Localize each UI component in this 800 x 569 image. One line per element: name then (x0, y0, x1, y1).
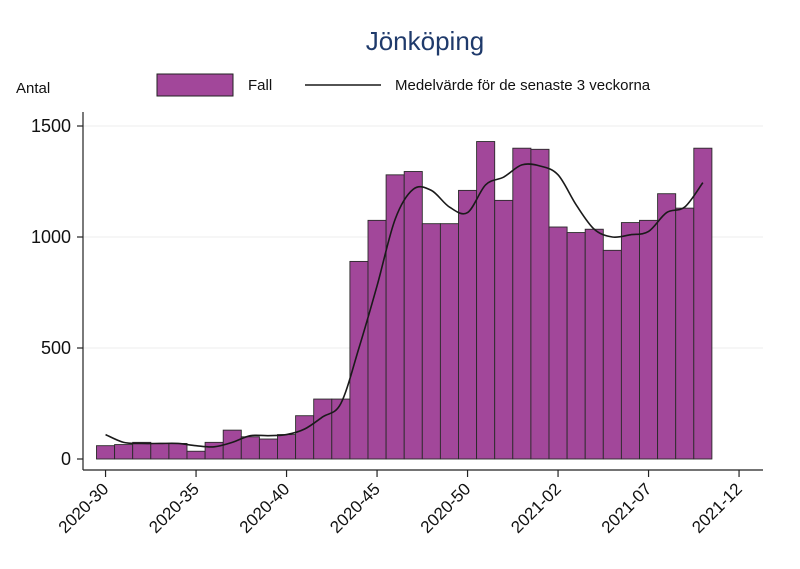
bar (367, 219, 387, 460)
x-tick-label: 2020-50 (417, 479, 475, 537)
bar (258, 438, 278, 460)
bar (114, 444, 134, 460)
bar (240, 436, 260, 460)
x-tick-label: 2021-02 (507, 479, 565, 537)
bar (494, 199, 514, 460)
bar (476, 141, 496, 460)
x-tick-label: 2021-12 (688, 479, 746, 537)
bar (186, 450, 206, 460)
x-ticks: 2020-30 2020-35 2020-40 2020-45 2020-50 2021-… (55, 470, 746, 537)
bar (512, 147, 532, 460)
bar (204, 441, 224, 460)
bar (349, 260, 369, 460)
bar (277, 434, 297, 460)
bar (620, 222, 640, 460)
bar (313, 398, 333, 460)
bar (439, 223, 459, 460)
bar (168, 443, 188, 460)
bar (150, 443, 170, 460)
line-series-mean (105, 163, 704, 448)
y-tick-label: 1500 (31, 116, 71, 136)
x-tick-label: 2020-35 (145, 479, 203, 537)
bar (331, 398, 351, 460)
legend-label-fall: Fall (248, 77, 272, 94)
legend-label-mean: Medelvärde för de senaste 3 veckorna (395, 77, 651, 94)
y-tick-label: 500 (41, 338, 71, 358)
y-tick-label: 0 (61, 449, 71, 469)
bar (693, 147, 713, 460)
bar (566, 232, 586, 460)
bar (657, 193, 677, 460)
bar (584, 228, 604, 460)
legend: Fall Medelvärde för de senaste 3 veckorn… (156, 73, 651, 97)
y-ticks: 0 500 1000 1500 (31, 116, 83, 469)
y-axis-label: Antal (16, 80, 50, 97)
bar (675, 207, 695, 460)
x-tick-label: 2020-30 (55, 479, 113, 537)
x-tick-label: 2020-45 (326, 479, 384, 537)
bar (295, 415, 315, 460)
y-tick-label: 1000 (31, 227, 71, 247)
x-tick-label: 2020-40 (236, 479, 294, 537)
bar (602, 249, 622, 460)
bar-series-fall (96, 141, 713, 460)
bar (96, 445, 116, 460)
bar (458, 189, 478, 460)
bar (548, 226, 568, 460)
legend-swatch-fall (156, 73, 234, 97)
bar (403, 171, 423, 460)
bar (639, 219, 659, 460)
chart-title: Jönköping (366, 26, 485, 56)
bar (530, 148, 550, 460)
bar (132, 441, 152, 460)
bar (421, 223, 441, 460)
x-tick-label: 2021-07 (598, 479, 656, 537)
